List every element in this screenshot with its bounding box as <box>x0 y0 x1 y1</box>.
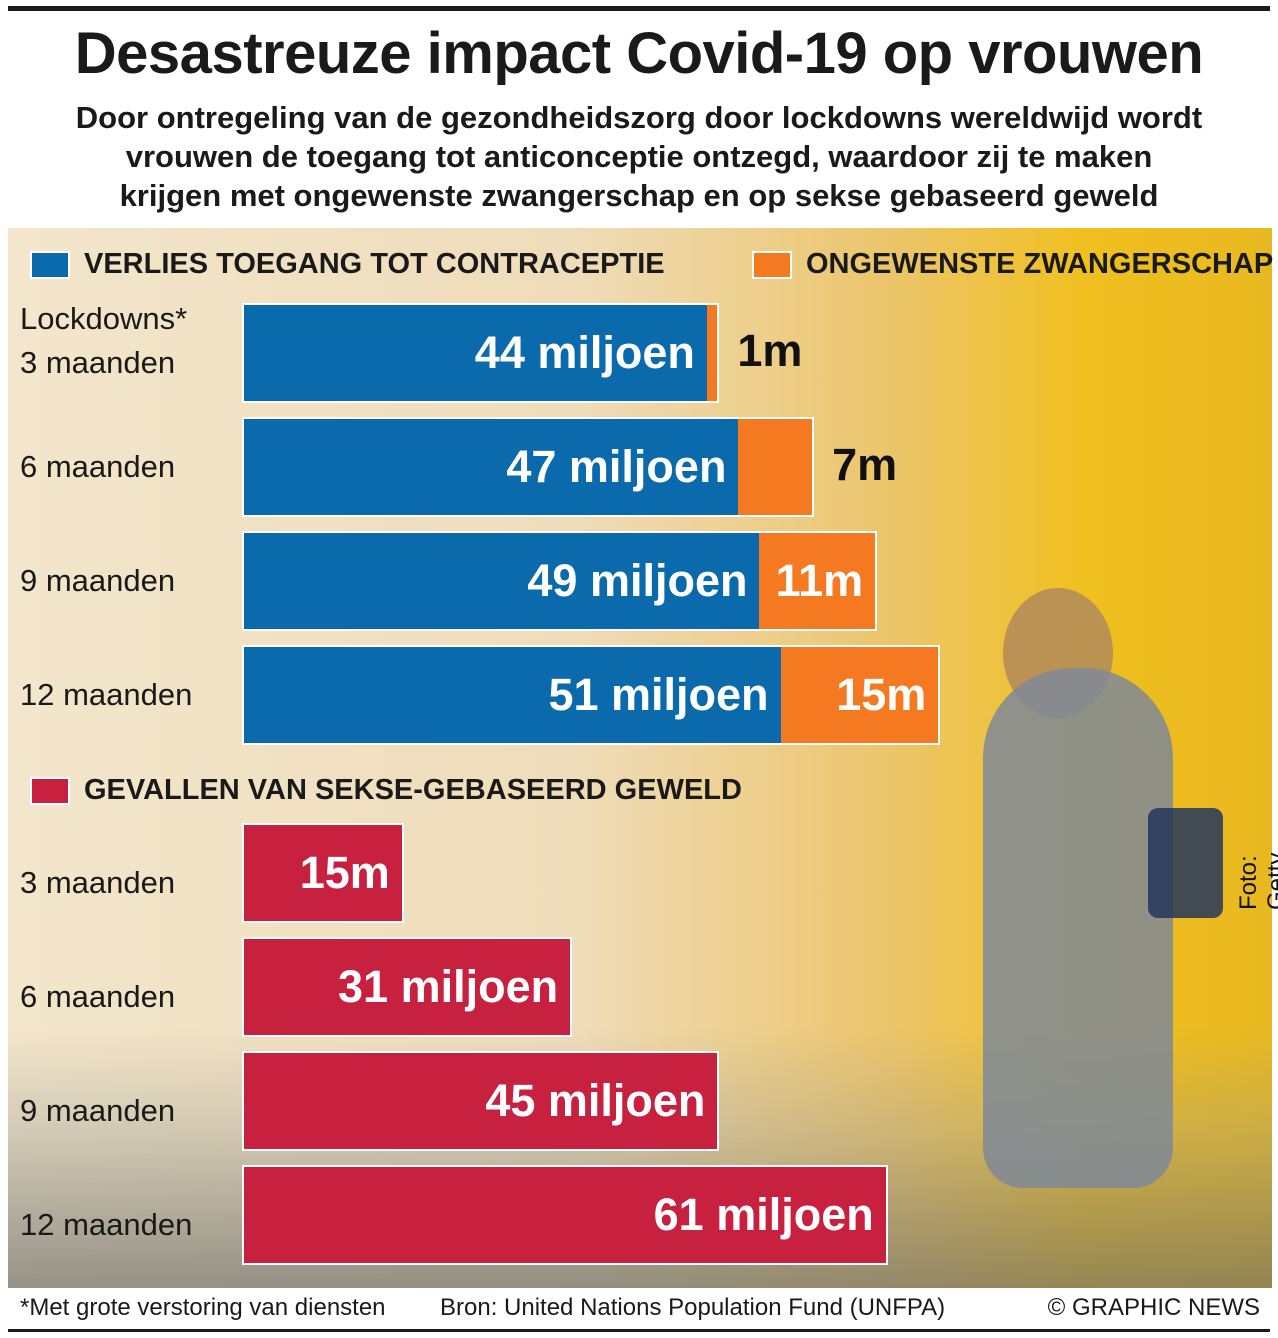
source: Bron: United Nations Population Fund (UN… <box>440 1294 946 1321</box>
bar: 15m <box>242 823 404 923</box>
category-label: 6 maanden <box>20 979 176 1014</box>
legend-swatch <box>30 776 70 805</box>
legend-item: ONGEWENSTE ZWANGERSCHAP <box>752 248 1273 281</box>
category-label: 12 maanden <box>20 1207 193 1242</box>
bar-segment-contraceptie: 44 miljoen <box>244 305 707 401</box>
category-label: 6 maanden <box>20 449 176 484</box>
category-label: 12 maanden <box>20 677 193 712</box>
bar: 31 miljoen <box>242 937 573 1037</box>
legend-swatch <box>752 250 792 279</box>
category-label: 9 maanden <box>20 1093 176 1128</box>
handbag <box>1148 808 1223 918</box>
chart-title: Desastreuze impact Covid-19 op vrouwen <box>74 21 1204 86</box>
chart-subtitle: Door ontregeling van de gezondheidszorg … <box>0 98 1278 215</box>
footnote: *Met grote verstoring van diensten <box>20 1294 386 1321</box>
bar: 45 miljoen <box>242 1051 720 1151</box>
woman-figure <box>983 668 1173 1188</box>
bar-segment-zwangerschap: 11m <box>759 533 876 629</box>
legend-label: ONGEWENSTE ZWANGERSCHAP <box>806 248 1274 280</box>
background-photo <box>8 228 1272 1288</box>
bar-segment-geweld: 15m <box>244 825 402 921</box>
bar-segment-zwangerschap: 15m <box>780 647 939 743</box>
category-label: Lockdowns* 3 maanden <box>20 301 188 380</box>
bar: 61 miljoen <box>242 1165 888 1265</box>
bar-segment-contraceptie: 51 miljoen <box>244 647 781 743</box>
legend-label: VERLIES TOEGANG TOT CONTRACEPTIE <box>84 248 665 280</box>
legend-item: GEVALLEN VAN SEKSE-GEBASEERD GEWELD <box>30 774 742 807</box>
bar-segment-contraceptie: 49 miljoen <box>244 533 760 629</box>
legend-label: GEVALLEN VAN SEKSE-GEBASEERD GEWELD <box>84 774 742 806</box>
category-label: 9 maanden <box>20 563 176 598</box>
legend-swatch <box>30 250 70 279</box>
top-rule <box>8 6 1270 11</box>
copyright: © GRAPHIC NEWS <box>1047 1294 1260 1321</box>
bar-segment-geweld: 61 miljoen <box>244 1167 886 1263</box>
photo-credit: Foto: Getty Images <box>1235 852 1278 910</box>
bottom-rule <box>8 1329 1270 1332</box>
bar-segment-zwangerschap <box>706 305 718 401</box>
data-label-zwangerschap: 1m <box>737 325 803 376</box>
stacked-bar: 49 miljoen 11m <box>242 531 878 631</box>
category-label: 3 maanden <box>20 865 176 900</box>
subtitle-line: vrouwen de toegang tot anticonceptie ont… <box>125 139 1153 174</box>
bar-segment-contraceptie: 47 miljoen <box>244 419 739 515</box>
subtitle-line: Door ontregeling van de gezondheidszorg … <box>75 100 1203 135</box>
bar-segment-geweld: 31 miljoen <box>244 939 571 1035</box>
subtitle-line: krijgen met ongewenste zwangerschap en o… <box>119 178 1159 213</box>
bar-segment-geweld: 45 miljoen <box>244 1053 718 1149</box>
stacked-bar: 51 miljoen 15m <box>242 645 941 745</box>
legend-item: VERLIES TOEGANG TOT CONTRACEPTIE <box>30 248 665 281</box>
stacked-bar: 47 miljoen <box>242 417 815 517</box>
stacked-bar: 44 miljoen <box>242 303 720 403</box>
bar-segment-zwangerschap <box>738 419 813 515</box>
data-label-zwangerschap: 7m <box>832 439 898 490</box>
